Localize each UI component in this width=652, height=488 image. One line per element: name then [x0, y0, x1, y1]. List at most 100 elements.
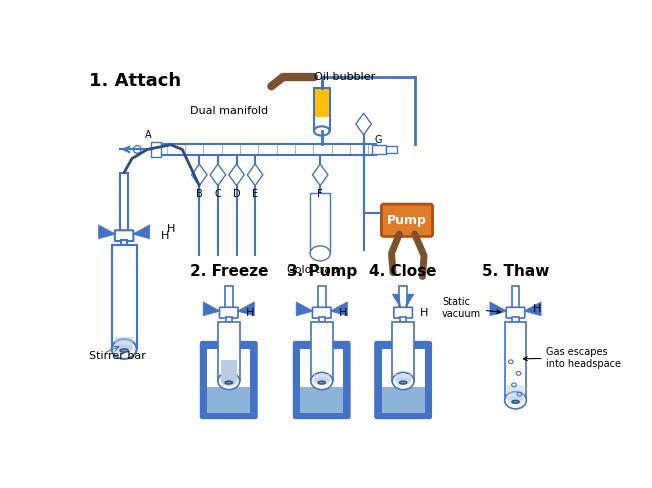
FancyBboxPatch shape	[318, 285, 325, 308]
Ellipse shape	[311, 372, 333, 389]
FancyBboxPatch shape	[225, 285, 233, 308]
Polygon shape	[490, 302, 507, 316]
FancyBboxPatch shape	[381, 387, 424, 413]
Text: D: D	[233, 189, 241, 199]
Polygon shape	[296, 302, 313, 316]
FancyBboxPatch shape	[115, 230, 134, 241]
Ellipse shape	[512, 400, 519, 403]
FancyBboxPatch shape	[314, 88, 329, 131]
Text: 2. Freeze: 2. Freeze	[190, 264, 268, 279]
Text: H: H	[533, 304, 541, 314]
Text: H: H	[246, 307, 254, 318]
Text: F: F	[318, 189, 323, 199]
Polygon shape	[98, 225, 115, 239]
FancyBboxPatch shape	[294, 342, 349, 418]
Ellipse shape	[115, 345, 134, 354]
FancyBboxPatch shape	[319, 317, 325, 322]
FancyBboxPatch shape	[201, 342, 257, 418]
FancyBboxPatch shape	[506, 307, 525, 318]
Text: 1. Attach: 1. Attach	[89, 72, 181, 90]
Polygon shape	[210, 164, 226, 185]
FancyBboxPatch shape	[314, 374, 330, 381]
FancyBboxPatch shape	[226, 317, 232, 322]
Ellipse shape	[395, 377, 411, 385]
Text: C: C	[215, 189, 221, 199]
FancyBboxPatch shape	[121, 240, 127, 245]
FancyBboxPatch shape	[300, 348, 344, 413]
FancyBboxPatch shape	[381, 348, 424, 413]
Polygon shape	[393, 294, 401, 308]
FancyBboxPatch shape	[207, 348, 250, 413]
FancyBboxPatch shape	[315, 89, 329, 117]
Polygon shape	[406, 294, 414, 308]
Ellipse shape	[134, 145, 141, 153]
Ellipse shape	[400, 381, 407, 384]
FancyBboxPatch shape	[300, 387, 344, 413]
FancyBboxPatch shape	[505, 322, 526, 400]
FancyBboxPatch shape	[512, 317, 518, 322]
Ellipse shape	[220, 376, 237, 386]
Text: 3. Pump: 3. Pump	[287, 264, 357, 279]
FancyBboxPatch shape	[310, 193, 331, 253]
FancyBboxPatch shape	[111, 245, 136, 349]
Text: A: A	[145, 130, 151, 140]
FancyBboxPatch shape	[151, 142, 160, 157]
Text: Cold trap: Cold trap	[287, 264, 338, 275]
Polygon shape	[247, 164, 263, 185]
FancyBboxPatch shape	[372, 145, 386, 154]
FancyBboxPatch shape	[120, 173, 128, 231]
Text: Static
vacuum: Static vacuum	[442, 297, 501, 319]
Ellipse shape	[393, 372, 414, 389]
FancyBboxPatch shape	[386, 145, 397, 153]
Ellipse shape	[318, 381, 325, 384]
Ellipse shape	[505, 392, 526, 409]
Text: B: B	[196, 189, 203, 199]
FancyBboxPatch shape	[311, 322, 333, 381]
Polygon shape	[356, 113, 372, 135]
FancyBboxPatch shape	[220, 307, 238, 318]
Text: Dual manifold: Dual manifold	[190, 106, 268, 116]
FancyBboxPatch shape	[375, 342, 431, 418]
Text: G: G	[374, 135, 382, 145]
FancyBboxPatch shape	[159, 144, 376, 155]
FancyBboxPatch shape	[399, 285, 407, 308]
FancyBboxPatch shape	[507, 385, 524, 400]
FancyBboxPatch shape	[400, 317, 406, 322]
Text: Pump: Pump	[387, 214, 427, 227]
Text: E: E	[252, 189, 258, 199]
Ellipse shape	[314, 126, 329, 136]
Text: H: H	[420, 307, 428, 318]
Text: H: H	[161, 231, 170, 241]
Text: Oil bubbler: Oil bubbler	[314, 72, 376, 82]
Polygon shape	[524, 302, 541, 316]
Ellipse shape	[310, 246, 331, 261]
FancyBboxPatch shape	[115, 337, 134, 349]
FancyBboxPatch shape	[512, 285, 520, 308]
Ellipse shape	[111, 339, 136, 359]
FancyBboxPatch shape	[395, 374, 411, 381]
FancyBboxPatch shape	[381, 204, 432, 236]
Ellipse shape	[314, 377, 330, 385]
FancyBboxPatch shape	[220, 360, 237, 381]
Polygon shape	[132, 225, 150, 239]
Polygon shape	[312, 164, 328, 185]
Text: 4. Close: 4. Close	[370, 264, 437, 279]
Text: 5. Thaw: 5. Thaw	[482, 264, 549, 279]
Polygon shape	[192, 164, 207, 185]
Polygon shape	[331, 302, 348, 316]
Polygon shape	[203, 302, 220, 316]
Ellipse shape	[120, 349, 128, 352]
FancyBboxPatch shape	[312, 307, 331, 318]
FancyBboxPatch shape	[218, 322, 239, 381]
Text: Stirrer bar: Stirrer bar	[89, 351, 146, 361]
Text: H: H	[339, 307, 347, 318]
Text: Gas escapes
into headspace: Gas escapes into headspace	[524, 347, 621, 368]
Ellipse shape	[507, 396, 524, 405]
FancyBboxPatch shape	[394, 307, 413, 318]
Text: H: H	[167, 224, 175, 234]
FancyBboxPatch shape	[207, 387, 250, 413]
Polygon shape	[229, 164, 244, 185]
Ellipse shape	[218, 372, 239, 389]
FancyBboxPatch shape	[393, 322, 414, 381]
Ellipse shape	[225, 381, 232, 384]
